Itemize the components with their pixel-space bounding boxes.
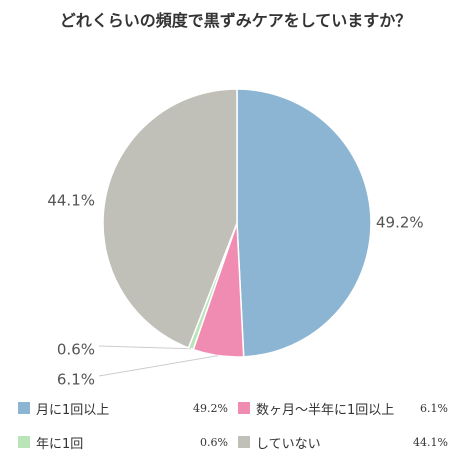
legend-label: 月に1回以上 [36, 402, 110, 418]
legend-swatch [238, 436, 250, 448]
legend-label: 年に1回 [36, 436, 84, 452]
legend-label: していない [256, 436, 321, 452]
pie-slice [236, 88, 372, 358]
label-leader-line [98, 355, 219, 377]
legend-item: 年に1回 0.6% [18, 430, 238, 454]
pie-slice [102, 88, 238, 349]
legend-value: 6.1% [420, 401, 448, 415]
chart-title: どれくらいの頻度で黒ずみケアをしていますか？ [59, 11, 412, 30]
legend-item: 数ヶ月〜半年に1回以上 6.1% [238, 396, 458, 420]
legend-swatch [18, 436, 30, 448]
chart-legend: 月に1回以上 49.2% 数ヶ月〜半年に1回以上 6.1% 年に1回 0.6% していない 4… [18, 396, 458, 454]
legend-swatch [238, 402, 250, 414]
legend-value: 0.6% [200, 435, 228, 449]
slice-value-label: 44.1% [47, 192, 95, 210]
legend-label: 数ヶ月〜半年に1回以上 [256, 402, 395, 418]
slice-value-label: 0.6% [57, 341, 95, 359]
slice-value-label: 6.1% [57, 371, 95, 389]
label-leader-line [98, 345, 191, 350]
slice-value-label: 49.2% [376, 214, 424, 232]
legend-item: していない 44.1% [238, 430, 458, 454]
legend-item: 月に1回以上 49.2% [18, 396, 238, 420]
legend-swatch [18, 402, 30, 414]
legend-value: 49.2% [193, 401, 228, 415]
legend-value: 44.1% [413, 435, 448, 449]
